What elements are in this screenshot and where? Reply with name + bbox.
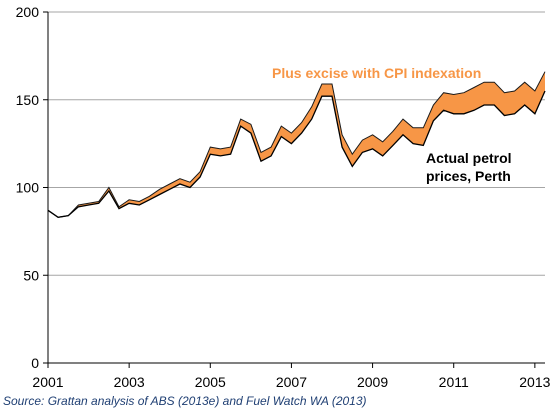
y-tick-label: 200 bbox=[16, 4, 40, 20]
series-lines bbox=[47, 71, 546, 218]
x-tick-label: 2003 bbox=[114, 374, 145, 390]
excise-band-area bbox=[48, 71, 545, 218]
annotation-excise: Plus excise with CPI indexation bbox=[272, 65, 481, 81]
series-line-actual bbox=[47, 90, 546, 218]
y-tick-label: 50 bbox=[23, 267, 39, 283]
annotation-actual-line2: prices, Perth bbox=[426, 168, 511, 184]
y-axis-labels: 0 50 100 150 200 bbox=[16, 4, 40, 371]
x-tick-label: 2009 bbox=[357, 374, 388, 390]
x-axis-labels: 2001 2003 2005 2007 2009 2011 2013 bbox=[32, 363, 551, 390]
source-note: Source: Grattan analysis of ABS (2013e) … bbox=[3, 394, 367, 408]
x-tick-label: 2013 bbox=[519, 374, 550, 390]
axes bbox=[47, 12, 545, 364]
y-tick-label: 150 bbox=[16, 92, 40, 108]
series-line-excise bbox=[47, 71, 546, 218]
x-tick-label: 2011 bbox=[439, 374, 469, 390]
x-tick-label: 2001 bbox=[32, 374, 63, 390]
x-tick-label: 2007 bbox=[276, 374, 307, 390]
y-tick-label: 100 bbox=[16, 180, 40, 196]
y-tick-label: 0 bbox=[31, 355, 39, 371]
x-tick-label: 2005 bbox=[195, 374, 226, 390]
series-band bbox=[48, 71, 545, 218]
annotation-actual-line1: Actual petrol bbox=[426, 150, 512, 166]
